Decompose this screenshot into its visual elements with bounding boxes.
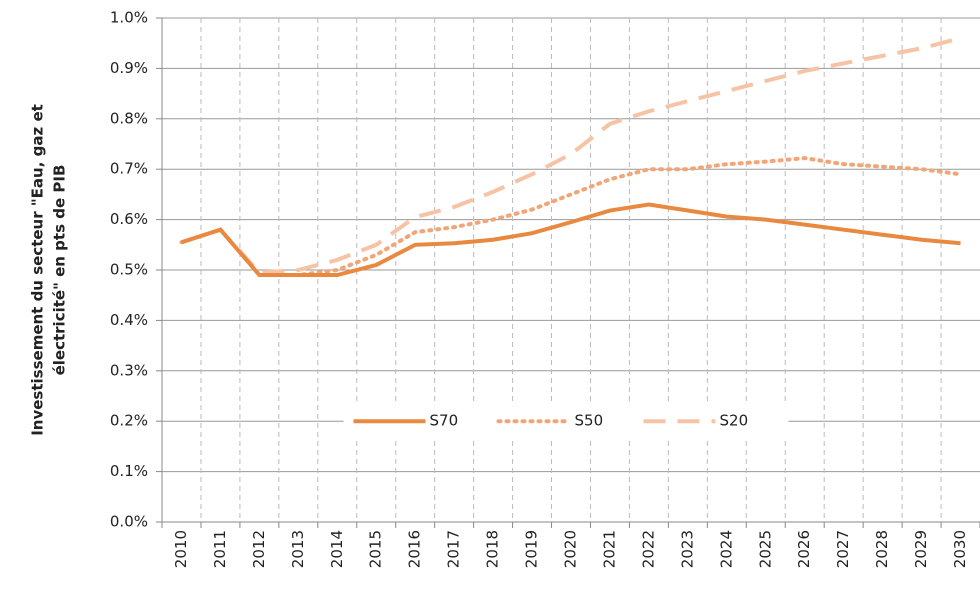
y-tick-label: 0.9% [110,59,148,77]
x-tick-label: 2023 [678,530,696,568]
y-tick-label: 0.2% [110,412,148,430]
x-tick-label: 2011 [211,530,229,568]
y-axis-title-line: Investissement du secteur "Eau, gaz et [29,104,47,436]
x-tick-label: 2018 [484,530,502,568]
x-tick-label: 2010 [172,530,190,568]
legend-label: S50 [575,412,604,430]
legend-label: S20 [720,412,749,430]
x-tick-label: 2019 [523,530,541,568]
x-tick-label: 2030 [951,530,969,568]
x-tick-label: 2015 [367,530,385,568]
y-tick-label: 0.1% [110,462,148,480]
x-tick-label: 2028 [873,530,891,568]
y-tick-label: 0.8% [110,109,148,127]
x-tick-label: 2026 [795,530,813,568]
y-tick-label: 0.7% [110,160,148,178]
x-tick-label: 2020 [562,530,580,568]
x-tick-label: 2017 [445,530,463,568]
x-tick-label: 2021 [600,530,618,568]
y-tick-label: 1.0% [110,9,148,27]
x-tick-label: 2027 [834,530,852,568]
x-tick-label: 2014 [328,530,346,568]
y-tick-label: 0.0% [110,513,148,531]
legend-label: S70 [430,412,459,430]
series-line [180,202,961,278]
y-axis-title-line: électricité" en pts de PIB [51,165,69,376]
y-tick-label: 0.5% [110,261,148,279]
x-tick-label: 2024 [717,530,735,568]
y-tick-label: 0.6% [110,210,148,228]
x-tick-label: 2013 [289,530,307,568]
x-tick-label: 2025 [756,530,774,568]
y-tick-label: 0.4% [110,311,148,329]
series-line [180,36,962,275]
x-tick-label: 2016 [406,530,424,568]
y-axis-title: Investissement du secteur "Eau, gaz et é… [29,104,69,436]
x-tick-label: 2029 [912,530,930,568]
series-line [179,156,963,278]
y-tick-label: 0.3% [110,361,148,379]
x-tick-label: 2022 [639,530,657,568]
x-tick-label: 2012 [250,530,268,568]
